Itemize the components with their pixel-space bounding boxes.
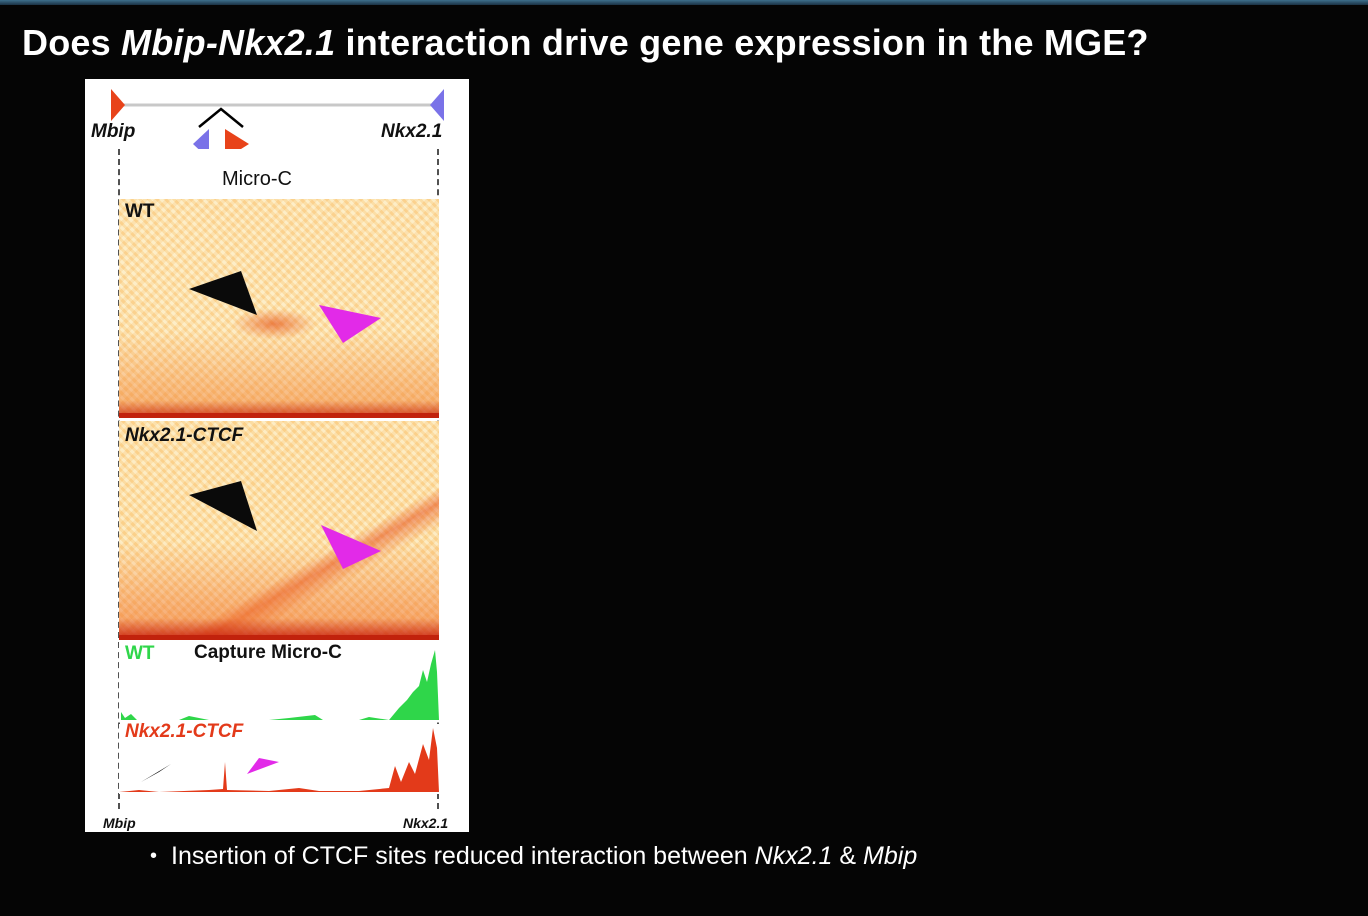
capture-label-wt: WT xyxy=(125,643,155,664)
heatmap-ctcf xyxy=(119,421,439,640)
panel-label-wt: WT xyxy=(125,201,155,222)
slide-title: Does Mbip-Nkx2.1 interaction drive gene … xyxy=(22,22,1149,64)
capture-title: Capture Micro-C xyxy=(194,642,342,663)
stripe-arrow-icon xyxy=(319,305,381,343)
heatmap-diagonal xyxy=(119,413,439,418)
title-gene-pair: Mbip-Nkx2.1 xyxy=(121,22,336,63)
panel-label-ctcf: Nkx2.1-CTCF xyxy=(125,425,244,446)
title-text-1: Does xyxy=(22,22,122,63)
nkx21-ctcf-site-icon xyxy=(430,89,444,121)
bullet-gene-1: Nkx2.1 xyxy=(754,842,833,870)
loop-arrow-icon xyxy=(189,481,257,531)
loop-arrow-icon xyxy=(189,271,257,315)
capture-track-wt xyxy=(119,642,439,722)
heatmap-diagonal xyxy=(119,635,439,640)
bullet-dot-icon: • xyxy=(150,845,158,867)
loop-arrow-icon xyxy=(141,764,171,782)
inserted-ctcf-reverse-icon xyxy=(193,129,209,149)
gene-label-nkx21: Nkx2.1 xyxy=(381,121,443,142)
gene-label-mbip: Mbip xyxy=(91,121,136,142)
capture-label-ctcf: Nkx2.1-CTCF xyxy=(125,721,244,742)
axis-label-mbip: Mbip xyxy=(103,815,136,831)
signal-ctcf xyxy=(119,728,439,792)
title-text-2: interaction drive gene expression in the… xyxy=(335,22,1149,63)
figure-panel: Mbip Nkx2.1 Micro-C WT Nkx2.1-CTCF WT Ca… xyxy=(85,79,469,832)
inserted-ctcf-forward-icon xyxy=(225,129,249,149)
capture-track-ctcf xyxy=(119,724,439,794)
stripe-arrow-icon xyxy=(321,525,381,569)
bullet-gene-2: Mbip xyxy=(863,842,918,870)
locus-diagram xyxy=(111,89,444,149)
bullet-text-1: Insertion of CTCF sites reduced interact… xyxy=(171,842,755,870)
heatmap-wt xyxy=(119,199,439,418)
bullet-text-2: & xyxy=(832,842,864,870)
mbip-ctcf-site-icon xyxy=(111,89,125,121)
insertion-caret-icon xyxy=(198,107,244,128)
axis-label-nkx21: Nkx2.1 xyxy=(403,815,449,831)
top-accent-bar xyxy=(0,0,1368,5)
bullet-point: • Insertion of CTCF sites reduced interac… xyxy=(150,842,917,871)
stripe-arrow-icon xyxy=(247,758,279,774)
signal-wt xyxy=(121,650,439,720)
microc-title: Micro-C xyxy=(222,168,292,190)
